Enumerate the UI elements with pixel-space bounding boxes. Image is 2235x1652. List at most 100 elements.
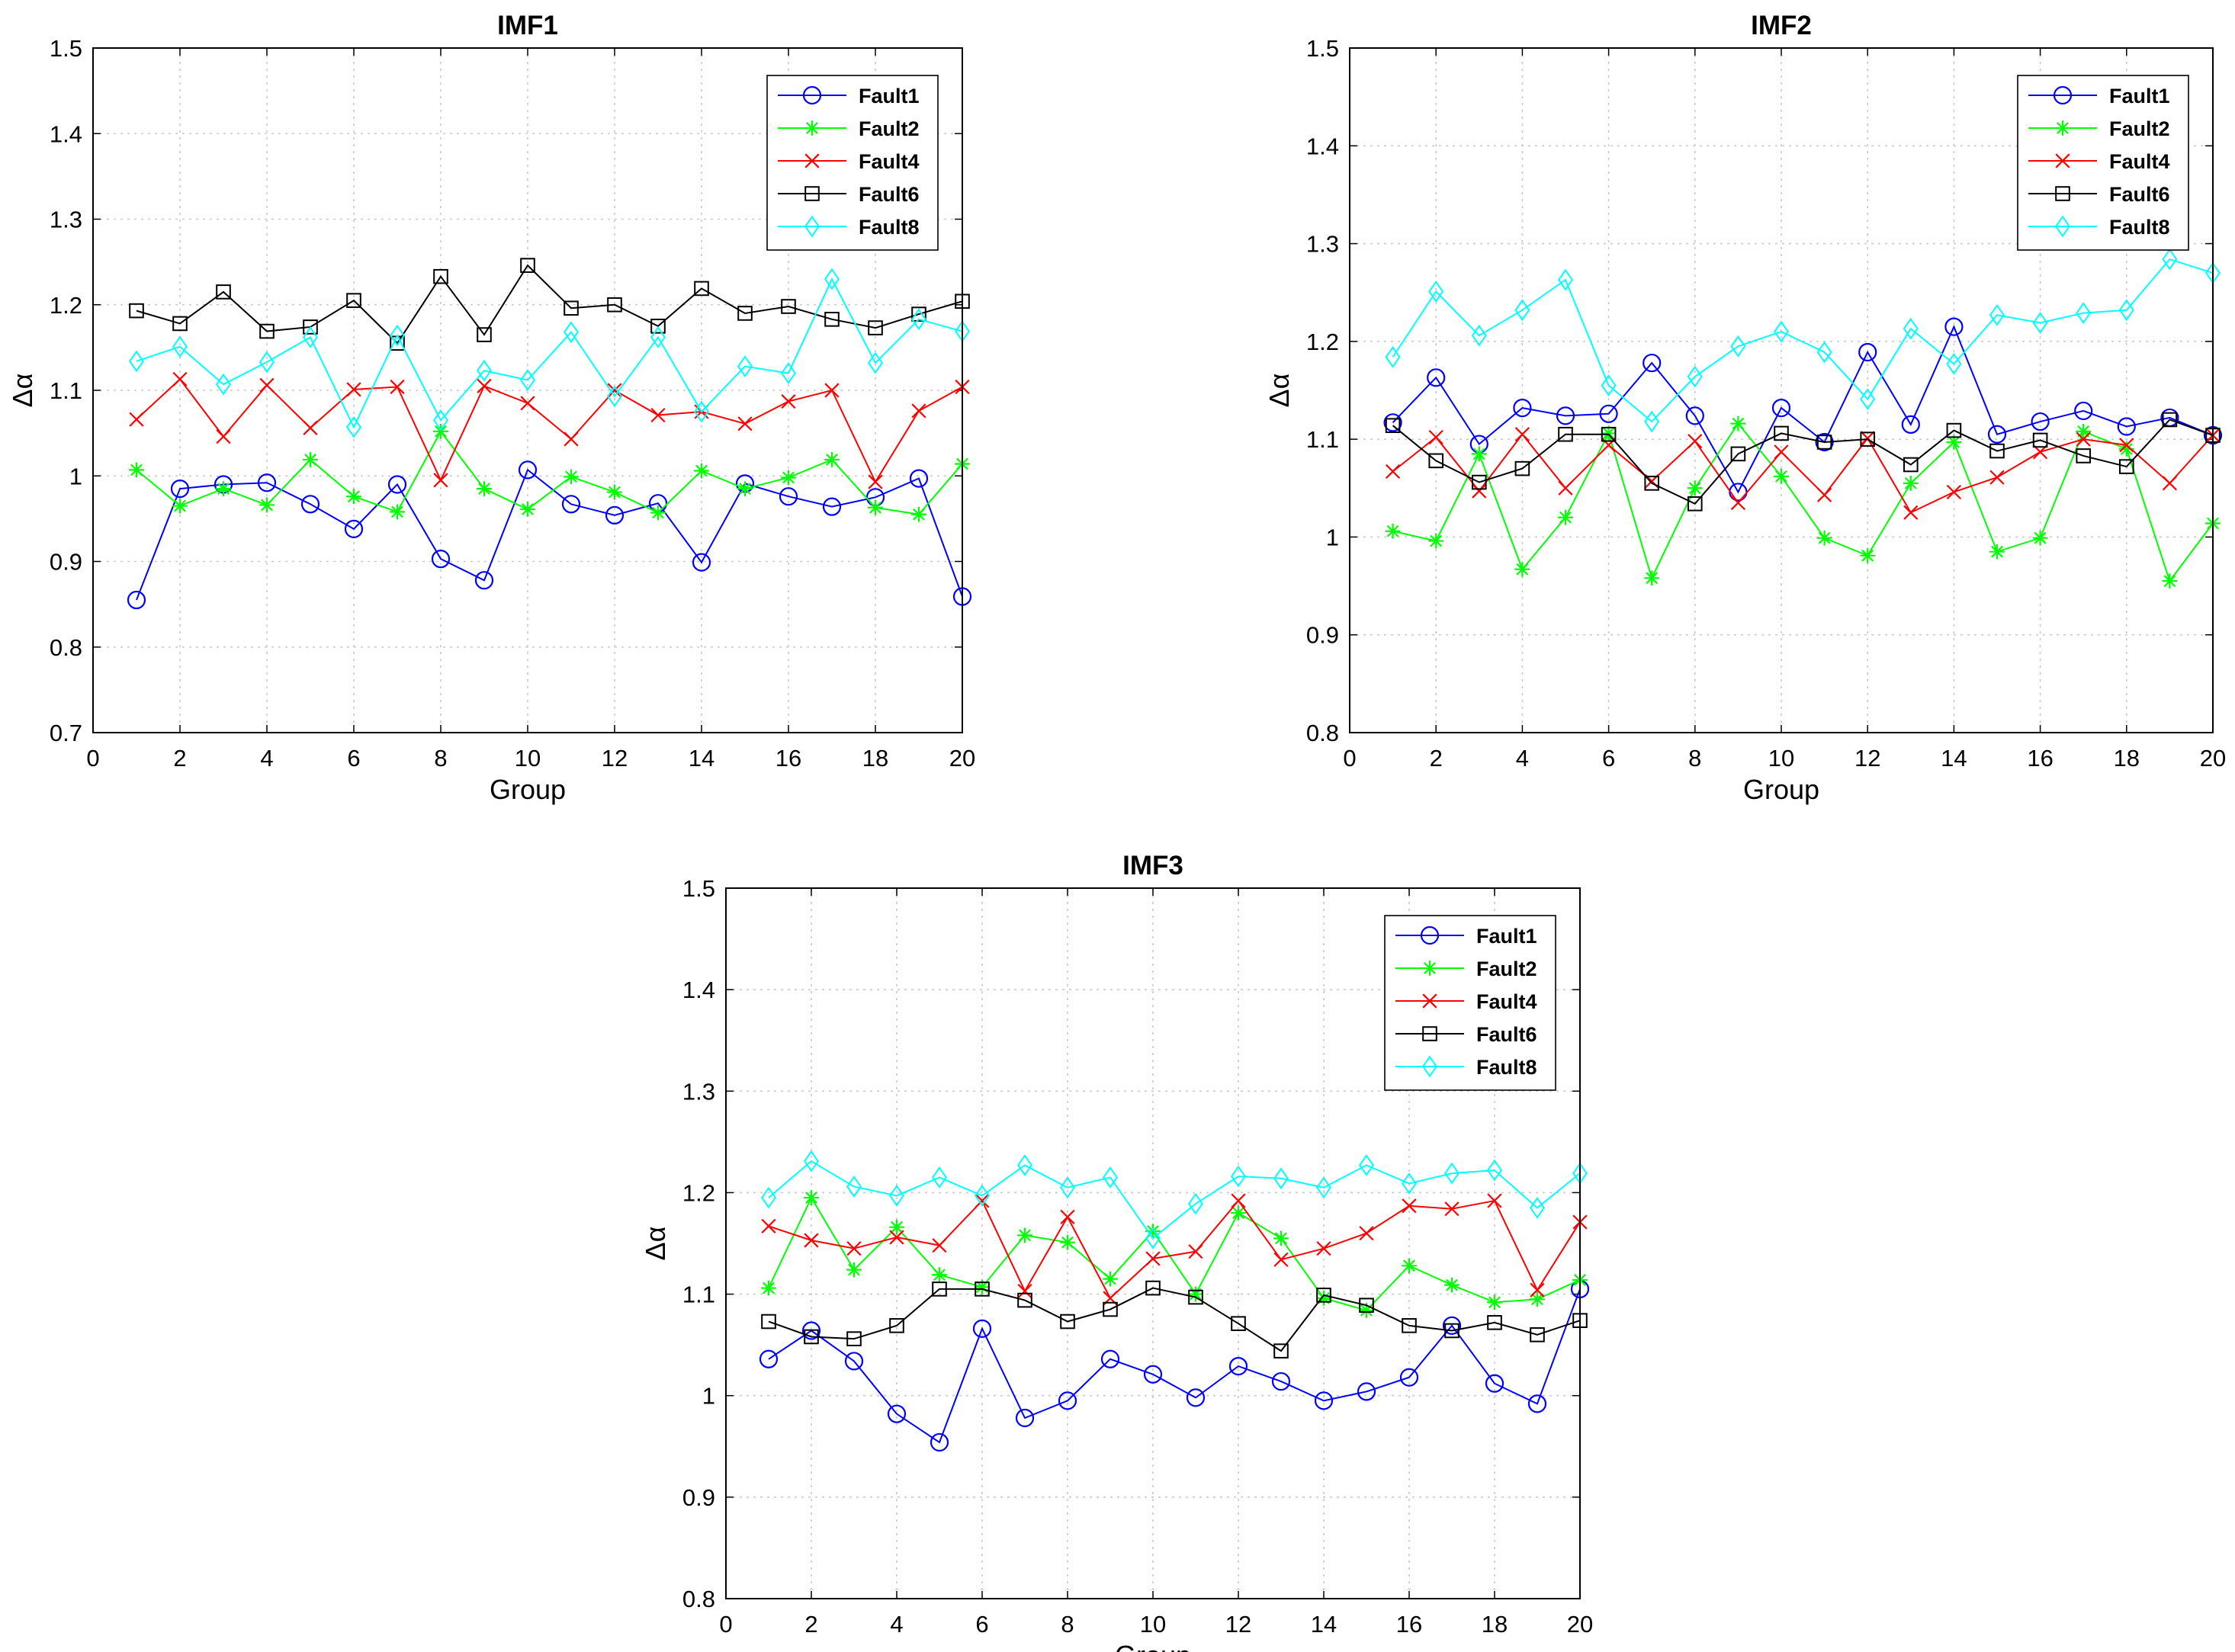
x-tick-label: 4 [260, 745, 273, 771]
x-tick-label: 16 [2027, 745, 2053, 771]
x-tick-label: 6 [975, 1611, 988, 1638]
data-point [932, 1267, 947, 1283]
y-tick-label: 1.2 [682, 1179, 715, 1206]
data-point [303, 420, 318, 435]
data-point [1471, 446, 1487, 462]
x-tick-label: 8 [434, 745, 447, 771]
data-point [1989, 443, 2005, 459]
x-tick-label: 16 [776, 745, 801, 771]
data-point [216, 429, 231, 444]
data-point [1016, 1154, 1033, 1176]
data-point [432, 409, 449, 431]
data-point [1487, 1315, 1502, 1330]
data-point [972, 1319, 992, 1338]
data-point [1556, 406, 1575, 425]
data-point [737, 416, 753, 431]
data-point [127, 590, 146, 610]
data-point [1946, 484, 1961, 499]
data-point [257, 473, 277, 492]
data-point [779, 487, 798, 506]
data-point [761, 1218, 776, 1233]
data-point [1530, 1327, 1545, 1342]
data-point [2076, 431, 2091, 447]
x-tick-label: 12 [602, 745, 628, 771]
data-point [1730, 335, 1746, 358]
x-tick-label: 2 [804, 1611, 817, 1638]
data-point [1643, 353, 1662, 373]
chart-imf2: IMF2 0 2 4 6 8 10 12 14 16 18 20 0.8 0.9 1 1.1 1.2 1.3 1.… [1264, 11, 2226, 805]
legend-label: Fault6 [859, 183, 920, 206]
data-point [1514, 427, 1530, 442]
data-point [2162, 412, 2178, 428]
data-point [693, 400, 710, 423]
data-point [1530, 1282, 1545, 1298]
data-point [1402, 1318, 1417, 1333]
data-point [170, 479, 190, 499]
axis-ticks: 0 2 4 6 8 10 12 14 16 18 20 0.8 0.9 1 1.1 1.2 1.3 1.4 1.5 [1306, 35, 2226, 771]
data-point [846, 1176, 862, 1198]
data-point [1383, 413, 1402, 432]
data-point [1730, 495, 1745, 511]
data-point [1273, 1167, 1289, 1190]
data-point [1860, 547, 1876, 563]
y-tick-label: 1.1 [1306, 426, 1339, 453]
data-point [1428, 533, 1444, 549]
grid [1350, 48, 2213, 733]
x-tick-label: 10 [1768, 745, 1794, 771]
x-tick-label: 0 [86, 745, 99, 771]
data-point [2074, 401, 2093, 421]
y-tick-label: 1 [702, 1383, 715, 1410]
data-point [911, 403, 926, 419]
series-fault8 [760, 1150, 1588, 1249]
data-point [1903, 457, 1919, 473]
legend-marker [804, 153, 820, 168]
data-point [345, 415, 362, 438]
data-point [1601, 426, 1617, 442]
data-point [1443, 1162, 1460, 1185]
data-point [1230, 1165, 1247, 1188]
data-point [474, 571, 494, 590]
data-point [824, 312, 840, 327]
data-point [1816, 341, 1832, 364]
data-point [1989, 303, 2005, 326]
data-point [1385, 345, 1401, 368]
data-point [1557, 268, 1574, 291]
series-fault2 [129, 423, 970, 522]
legend-item: Fault4 [1395, 990, 1537, 1013]
x-tick-label: 6 [347, 745, 360, 771]
data-point [1987, 425, 2007, 444]
data-point [561, 495, 581, 514]
data-point [2119, 459, 2134, 474]
series-line [1392, 325, 2214, 494]
legend: Fault1 Fault2 Fault4 Fault6 Fault8 [2017, 75, 2189, 251]
data-point [1359, 1302, 1374, 1318]
data-point [1017, 1227, 1032, 1243]
data-point [1314, 1391, 1334, 1410]
data-point [346, 293, 361, 308]
series-line [136, 277, 963, 429]
data-point [1060, 1314, 1075, 1330]
data-point [433, 423, 448, 439]
data-point [1486, 1159, 1503, 1182]
data-point [867, 351, 884, 374]
legend-label: Fault1 [2109, 85, 2170, 107]
data-point [1386, 464, 1401, 480]
data-point [889, 1318, 904, 1333]
data-point [1316, 1291, 1331, 1306]
data-point [1687, 480, 1703, 496]
legend-label: Fault4 [859, 150, 920, 173]
data-point [259, 351, 275, 374]
x-tick-label: 2 [173, 745, 186, 771]
data-point [932, 1238, 947, 1253]
y-tick-label: 1 [69, 463, 82, 489]
data-point [2162, 573, 2178, 589]
data-point [1946, 352, 1962, 375]
data-point [1472, 483, 1487, 499]
series-layer [127, 258, 972, 610]
data-point [911, 306, 926, 322]
legend-item: Fault8 [1395, 1055, 1537, 1079]
data-point [1529, 1196, 1546, 1219]
legend-label: Fault1 [1476, 925, 1537, 948]
data-point [1989, 470, 2005, 485]
data-point [868, 499, 883, 515]
